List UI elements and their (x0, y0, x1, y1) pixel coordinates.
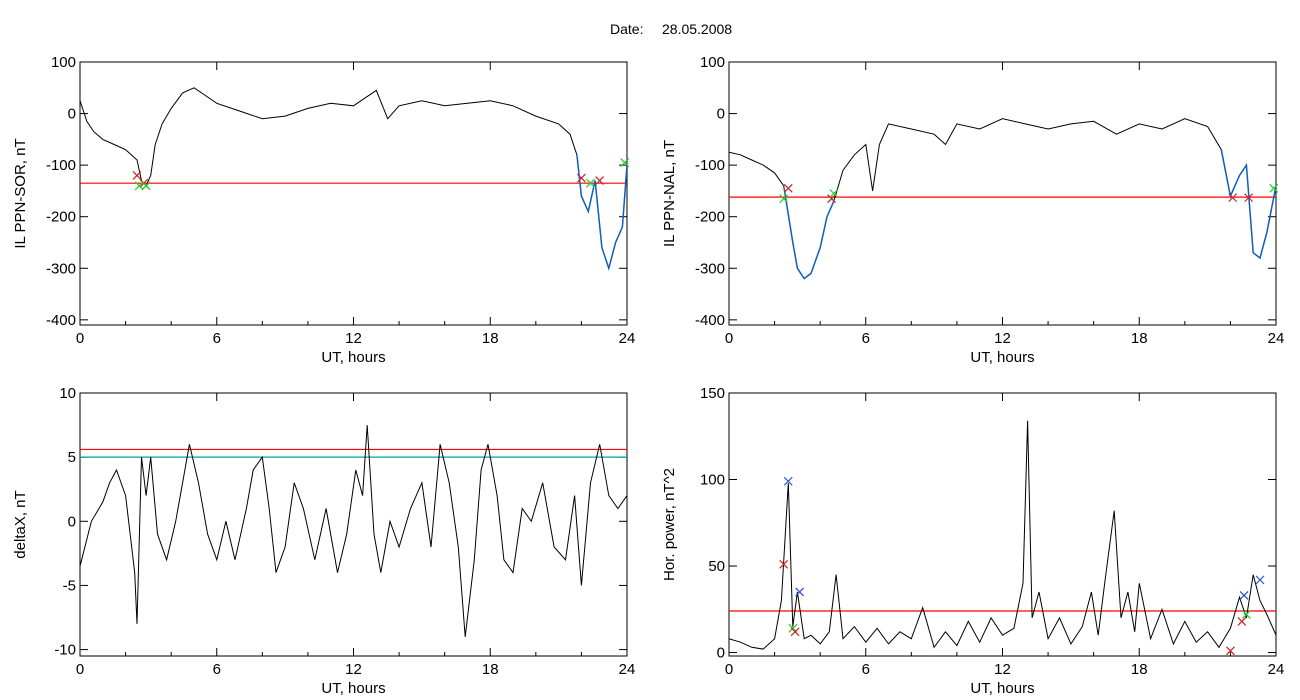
plot-frame (728, 392, 1277, 657)
y-axis-label: IL PPN-SOR, nT (12, 138, 29, 248)
highlighted-interval-line (1220, 149, 1276, 260)
plot-frame (79, 392, 628, 657)
x-axis-label: UT, hours (321, 680, 385, 697)
y-tick-label: 10 (59, 385, 76, 402)
x-tick-label: 24 (619, 661, 636, 678)
y-tick-label: -100 (695, 157, 725, 174)
x-tick-label: 0 (725, 661, 733, 678)
y-tick-label: -300 (695, 260, 725, 277)
event-marker (586, 178, 595, 188)
x-tick-label: 12 (345, 330, 362, 347)
x-tick-label: 0 (725, 330, 733, 347)
event-marker (134, 181, 144, 191)
x-axis-label: UT, hours (321, 349, 385, 366)
event-marker (795, 587, 805, 597)
data-series-line (729, 420, 1276, 650)
y-tick-label: 0 (717, 645, 725, 662)
event-marker (790, 627, 800, 637)
x-tick-label: 6 (862, 330, 870, 347)
y-axis-label: deltaX, nT (12, 490, 29, 558)
x-tick-label: 12 (994, 661, 1011, 678)
event-marker (829, 189, 839, 198)
highlighted-interval-line (782, 185, 835, 280)
x-tick-label: 0 (76, 330, 84, 347)
chart-panel: 0 6 12 18 24 150 100 50 0 UT, hours Hor. power, nT… (661, 385, 1284, 697)
y-tick-label: 0 (68, 106, 76, 123)
x-tick-label: 18 (1131, 330, 1148, 347)
x-tick-label: 24 (1268, 330, 1285, 347)
x-tick-label: 18 (1131, 661, 1148, 678)
y-axis-label: Hor. power, nT^2 (661, 468, 678, 581)
event-marker (1244, 193, 1254, 203)
x-tick-label: 0 (76, 661, 84, 678)
event-marker (783, 183, 793, 193)
plot-area (80, 87, 627, 271)
event-marker (827, 194, 836, 204)
y-tick-label: -300 (46, 260, 76, 277)
event-marker (1269, 183, 1279, 193)
event-marker (1241, 610, 1251, 619)
event-marker (1228, 193, 1238, 203)
date-value: 28.05.2008 (662, 21, 732, 37)
highlighted-interval-line (576, 154, 627, 271)
y-tick-label: 0 (717, 106, 725, 123)
y-tick-label: 0 (68, 513, 76, 530)
data-series-line (80, 425, 627, 637)
x-tick-label: 18 (482, 661, 499, 678)
chart-panel: 0 6 12 18 24 100 0 -100 -200 -300 -400 UT, hours IL … (661, 54, 1284, 366)
plot-area (80, 425, 627, 637)
y-axis-label: IL PPN-NAL, nT (661, 140, 678, 247)
y-tick-label: 100 (700, 472, 725, 489)
y-tick-label: 100 (700, 54, 725, 71)
event-marker (783, 476, 793, 486)
plot-frame (728, 61, 1277, 326)
y-tick-label: -10 (54, 642, 76, 659)
data-series-line (729, 118, 1276, 280)
event-marker (576, 173, 586, 183)
event-marker (779, 194, 789, 204)
event-marker (1225, 646, 1235, 656)
event-marker (620, 158, 630, 167)
x-tick-label: 24 (1268, 661, 1285, 678)
y-tick-label: -400 (46, 312, 76, 329)
y-tick-label: -5 (63, 577, 76, 594)
plot-frame (79, 61, 628, 326)
y-tick-label: 50 (708, 558, 725, 575)
x-tick-label: 6 (213, 330, 221, 347)
x-tick-label: 12 (345, 661, 362, 678)
event-marker (141, 181, 151, 191)
x-tick-label: 24 (619, 330, 636, 347)
chart-panel: 0 6 12 18 24 100 0 -100 -200 -300 -400 UT, hours IL … (12, 54, 635, 366)
data-series-line (80, 87, 627, 271)
plot-area (729, 420, 1276, 650)
plot-area (729, 118, 1276, 280)
y-tick-label: -200 (695, 209, 725, 226)
x-axis-label: UT, hours (970, 680, 1034, 697)
y-tick-label: -400 (695, 312, 725, 329)
y-tick-label: 100 (51, 54, 76, 71)
event-marker (1237, 616, 1247, 626)
event-marker (132, 171, 142, 180)
figure-title: Date: 28.05.2008 (610, 21, 732, 37)
y-tick-label: -100 (46, 157, 76, 174)
date-label: Date: (610, 21, 643, 37)
x-tick-label: 6 (213, 661, 221, 678)
x-tick-label: 18 (482, 330, 499, 347)
y-tick-label: 5 (68, 449, 76, 466)
event-marker (595, 176, 605, 186)
y-tick-label: -200 (46, 209, 76, 226)
event-marker (779, 559, 789, 569)
chart-panel: 0 6 12 18 24 10 5 0 -5 -10 UT, hours deltaX, nT (12, 385, 635, 697)
event-marker (1239, 591, 1249, 600)
x-tick-label: 6 (862, 661, 870, 678)
x-axis-label: UT, hours (970, 349, 1034, 366)
event-marker (1255, 575, 1265, 585)
x-tick-label: 12 (994, 330, 1011, 347)
y-tick-label: 150 (700, 385, 725, 402)
